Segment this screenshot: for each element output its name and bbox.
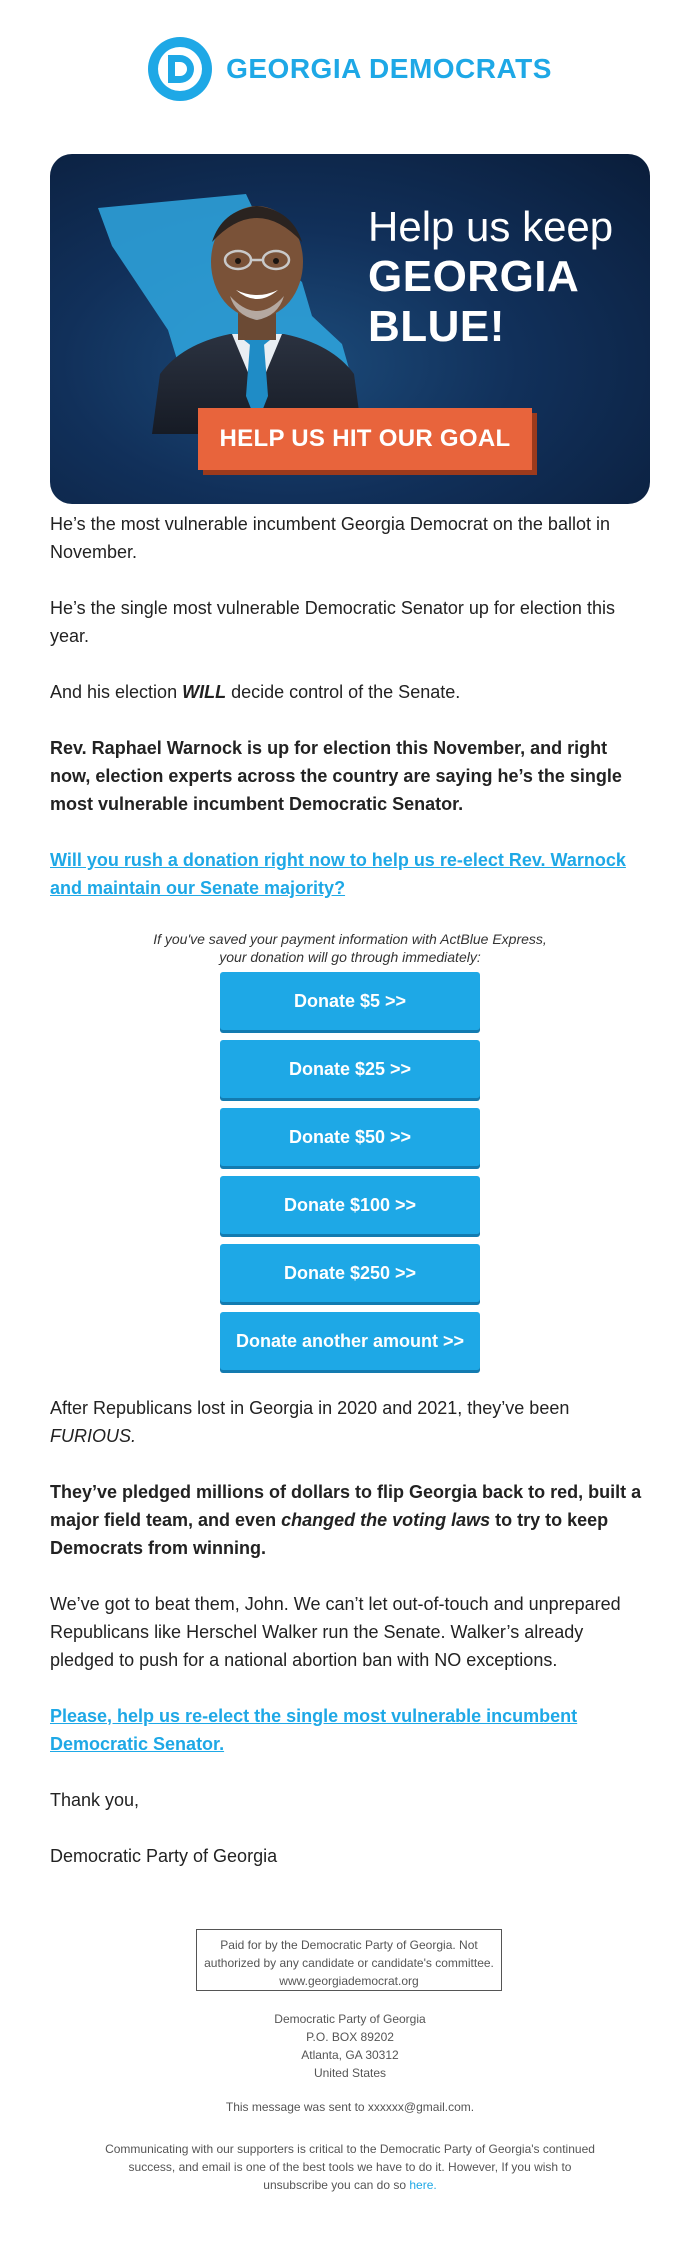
donate-250-button[interactable]: Donate $250 >> [220, 1244, 480, 1302]
donate-25-button[interactable]: Donate $25 >> [220, 1040, 480, 1098]
hero-cta-button[interactable]: HELP US HIT OUR GOAL [198, 408, 532, 470]
address-org: Democratic Party of Georgia [274, 2012, 426, 2026]
actblue-note-line2: your donation will go through immediatel… [219, 949, 481, 965]
address-country: United States [313, 2066, 387, 2080]
donate-50-button[interactable]: Donate $50 >> [220, 1108, 480, 1166]
header-logo[interactable]: GEORGIA DEMOCRATS [0, 36, 700, 102]
recipient-email: xxxxxx@gmail.com. [367, 2100, 475, 2114]
paragraph-6: They’ve pledged millions of dollars to f… [50, 1482, 642, 1558]
donation-link-2[interactable]: Please, help us re-elect the single most… [50, 1706, 578, 1754]
sent-to-notice: This message was sent to xxxxxx@gmail.co… [225, 2100, 475, 2114]
donation-link-2-wrapper: Please, help us re-elect the single most… [50, 1702, 650, 1758]
paragraph-1: He’s the most vulnerable incumbent Georg… [50, 514, 610, 562]
portrait-photo-icon [152, 206, 362, 434]
donate-other-amount-button[interactable]: Donate another amount >> [220, 1312, 480, 1370]
donation-link-1[interactable]: Will you rush a donation right now to he… [50, 850, 626, 898]
paragraph-5: After Republicans lost in Georgia in 202… [50, 1398, 570, 1446]
d-circle-logo-icon [148, 37, 213, 101]
emphasis-voting-laws: changed the voting laws [281, 1510, 491, 1530]
sign-off: Thank you, [50, 1790, 140, 1810]
unsubscribe-notice: Communicating with our supporters is cri… [105, 2142, 595, 2192]
hero-title-line1: Help us keep [368, 203, 614, 250]
hero-title: Help us keep GEORGIA BLUE! [368, 202, 628, 352]
disclaimer-website: www.georgiademocrat.org [279, 1974, 419, 1988]
actblue-note: If you've saved your payment information… [50, 930, 650, 966]
donate-5-button[interactable]: Donate $5 >> [220, 972, 480, 1030]
unsubscribe-link[interactable]: here. [409, 2178, 437, 2192]
donation-link-1-wrapper: Will you rush a donation right now to he… [50, 846, 650, 902]
emphasis-furious: FURIOUS. [50, 1426, 137, 1446]
paid-for-disclaimer: Paid for by the Democratic Party of Geor… [196, 1929, 502, 1991]
disclaimer-line2: authorized by any candidate or candidate… [204, 1956, 494, 1970]
paragraph-2: He’s the single most vulnerable Democrat… [50, 598, 615, 646]
paragraph-4: Rev. Raphael Warnock is up for election … [50, 738, 622, 814]
signature: Democratic Party of Georgia [50, 1846, 278, 1866]
address-po-box: P.O. BOX 89202 [306, 2030, 394, 2044]
paragraph-7: We’ve got to beat them, John. We can’t l… [50, 1594, 621, 1670]
donate-100-button[interactable]: Donate $100 >> [220, 1176, 480, 1234]
disclaimer-line1: Paid for by the Democratic Party of Geor… [220, 1938, 478, 1952]
mailing-address: Democratic Party of Georgia P.O. BOX 892… [0, 2010, 700, 2082]
hero-title-line3: BLUE! [368, 302, 505, 351]
hero-banner[interactable]: Help us keep GEORGIA BLUE! HELP US HIT O… [50, 154, 650, 504]
actblue-note-line1: If you've saved your payment information… [153, 931, 547, 947]
emphasis-will: WILL [182, 682, 227, 702]
address-city: Atlanta, GA 30312 [301, 2048, 399, 2062]
logo-text: GEORGIA DEMOCRATS [226, 53, 552, 84]
hero-title-line2: GEORGIA [368, 252, 580, 301]
paragraph-3: And his election WILL decide control of … [50, 682, 461, 702]
